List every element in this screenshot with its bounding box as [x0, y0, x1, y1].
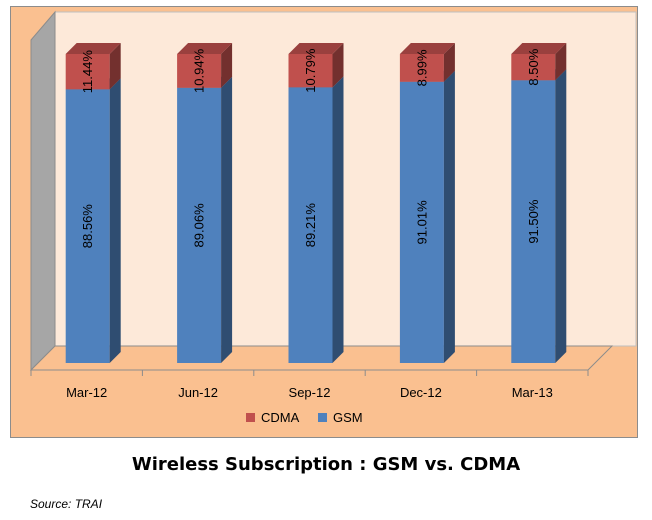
data-label-gsm: 89.06% — [192, 203, 207, 248]
bar-gsm-dec-12-front — [399, 81, 444, 363]
source-note: Source: TRAI — [30, 497, 103, 511]
bar-cdma-mar-13-top — [511, 43, 567, 54]
x-tick-label: Sep-12 — [289, 385, 331, 400]
bar-cdma-dec-12-top — [399, 43, 455, 54]
data-label-cdma: 11.44% — [80, 50, 95, 94]
bar-gsm-sep-12 — [288, 76, 344, 364]
data-label-gsm: 91.50% — [526, 199, 541, 244]
bar-gsm-mar-12-front — [65, 89, 110, 363]
legend-label-cdma: CDMA — [261, 410, 300, 425]
x-axis-labels: Mar-12 Jun-12 Sep-12 Dec-12 Mar-13 — [66, 385, 553, 400]
x-tick-label: Mar-12 — [66, 385, 107, 400]
bar-cdma-jun-12-side — [221, 43, 233, 88]
data-label-cdma: 8.50% — [526, 48, 541, 85]
bar-cdma-jun-12 — [177, 43, 233, 88]
bar-cdma-mar-12-front — [65, 54, 110, 90]
bar-cdma-mar-13 — [511, 43, 567, 81]
bar-gsm-mar-13 — [511, 69, 567, 363]
bar-gsm-mar-12-side — [109, 78, 121, 363]
chart-side-wall — [30, 10, 56, 372]
bar-cdma-dec-12-side — [443, 43, 455, 82]
bar-cdma-dec-12 — [399, 43, 455, 82]
legend-label-gsm: GSM — [333, 410, 363, 425]
chart-title: Wireless Subscription : GSM vs. CDMA — [131, 454, 521, 475]
bar-cdma-mar-12-side — [109, 43, 121, 90]
bar-cdma-mar-13-front — [511, 54, 556, 81]
legend-swatch-gsm — [318, 413, 327, 422]
data-label-cdma: 8.99% — [414, 49, 429, 86]
data-label-gsm: 88.56% — [80, 204, 95, 249]
bar-cdma-mar-13-side — [555, 43, 567, 81]
data-label-cdma: 10.94% — [192, 48, 207, 93]
x-tick-label: Mar-13 — [512, 385, 553, 400]
bar-cdma-jun-12-top — [177, 43, 233, 54]
data-label-gsm: 89.21% — [303, 203, 318, 248]
bar-gsm-dec-12-side — [443, 70, 455, 363]
bar-cdma-sep-12-side — [332, 43, 344, 88]
bar-cdma-sep-12 — [288, 43, 344, 88]
bar-gsm-jun-12-front — [177, 87, 222, 364]
bar-gsm-mar-13-front — [511, 80, 556, 363]
legend: CDMA GSM — [246, 410, 363, 425]
bar-cdma-sep-12-front — [288, 54, 333, 88]
legend-swatch-cdma — [246, 413, 255, 422]
x-tick-label: Jun-12 — [178, 385, 218, 400]
bar-gsm-sep-12-side — [332, 76, 344, 364]
bars-group: 88.56% 11.44% 89.06% 10.94% 89.21% 10.79% 91.0… — [65, 43, 567, 364]
x-tick-label: Dec-12 — [400, 385, 442, 400]
bar-gsm-sep-12-front — [288, 87, 333, 364]
bar-cdma-mar-12-top — [65, 43, 121, 54]
bar-cdma-sep-12-top — [288, 43, 344, 54]
bar-gsm-mar-13-side — [555, 69, 567, 363]
bar-cdma-mar-12 — [65, 43, 121, 90]
x-axis-ticks — [30, 370, 589, 376]
data-label-cdma: 10.79% — [303, 48, 318, 93]
bar-cdma-jun-12-front — [177, 54, 222, 88]
data-label-gsm: 91.01% — [414, 200, 429, 245]
bar-cdma-dec-12-front — [399, 54, 444, 82]
stacked-bar-chart: 88.56% 11.44% 89.06% 10.94% 89.21% 10.79% 91.0… — [29, 10, 637, 425]
bar-gsm-jun-12-side — [221, 76, 233, 364]
